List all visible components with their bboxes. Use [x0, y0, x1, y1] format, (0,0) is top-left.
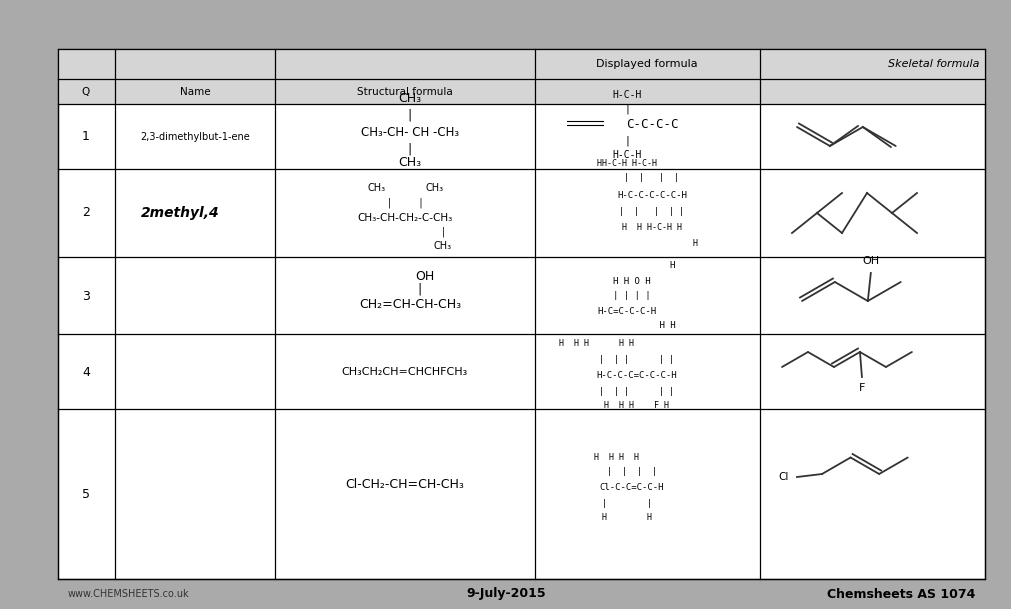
Text: CH₃CH₂CH=CHCHFCH₃: CH₃CH₂CH=CHCHFCH₃: [342, 367, 468, 377]
Text: |  |   |  |: | | | |: [624, 174, 678, 183]
Text: |        |: | |: [602, 499, 651, 507]
Text: H-C-C-C-C-C-H: H-C-C-C-C-C-H: [617, 191, 686, 200]
Text: H: H: [692, 239, 697, 247]
Text: Name: Name: [180, 87, 210, 97]
Text: Cl-C-C=C-C-H: Cl-C-C=C-C-H: [600, 482, 663, 491]
Text: |: |: [407, 143, 411, 155]
Text: OH: OH: [861, 256, 879, 266]
Text: CH₃: CH₃: [434, 241, 452, 251]
Text: CH₃: CH₃: [426, 183, 444, 193]
Text: Chemsheets AS 1074: Chemsheets AS 1074: [826, 588, 974, 600]
Text: H  H H  H: H H H H: [593, 452, 639, 462]
Text: 2,3-dimethylbut-1-ene: 2,3-dimethylbut-1-ene: [140, 132, 250, 142]
Text: |  |   |  | |: | | | | |: [619, 206, 683, 216]
Text: |: |: [624, 104, 629, 114]
Text: 2methyl,4: 2methyl,4: [141, 206, 219, 220]
Text: HH-C-H H-C-H: HH-C-H H-C-H: [596, 158, 656, 167]
Text: C-C-C-C: C-C-C-C: [625, 119, 677, 132]
Text: OH: OH: [415, 270, 434, 283]
Text: H        H: H H: [602, 513, 651, 521]
Text: Structural formula: Structural formula: [357, 87, 453, 97]
Text: |: |: [441, 227, 444, 238]
Text: CH₃-CH-CH₂-C-CH₃: CH₃-CH-CH₂-C-CH₃: [357, 213, 452, 223]
Text: H H: H H: [638, 322, 675, 331]
Text: Cl: Cl: [778, 472, 789, 482]
Text: Skeletal formula: Skeletal formula: [888, 59, 979, 69]
Text: 2: 2: [82, 206, 90, 219]
FancyBboxPatch shape: [58, 49, 984, 104]
Text: Q: Q: [82, 87, 90, 97]
Text: www.CHEMSHEETS.co.uk: www.CHEMSHEETS.co.uk: [68, 589, 189, 599]
Text: CH₃: CH₃: [398, 93, 422, 105]
Text: H-C=C-C-C-H: H-C=C-C-C-H: [596, 306, 656, 315]
Text: |: |: [407, 108, 411, 122]
Text: CH₃: CH₃: [368, 183, 385, 193]
FancyBboxPatch shape: [58, 49, 984, 579]
Text: Displayed formula: Displayed formula: [595, 59, 698, 69]
Text: |: |: [624, 136, 629, 146]
Text: | | | |: | | | |: [613, 292, 650, 300]
Text: 3: 3: [82, 289, 90, 303]
Text: H  H H-C-H H: H H H-C-H H: [622, 222, 681, 231]
Text: H  H H      H H: H H H H H: [559, 339, 634, 348]
Text: 1: 1: [82, 130, 90, 144]
Text: CH₃: CH₃: [398, 157, 422, 169]
Text: |         |: | |: [387, 198, 422, 208]
Text: F: F: [858, 383, 864, 393]
Text: |  |  |  |: | | | |: [607, 466, 656, 476]
Text: 5: 5: [82, 487, 90, 501]
Text: 4: 4: [82, 365, 90, 379]
Text: H-C-C-C=C-C-C-H: H-C-C-C=C-C-C-H: [596, 371, 676, 381]
Text: H  H H    F H: H H H F H: [604, 401, 669, 410]
Text: 9-July-2015: 9-July-2015: [466, 588, 545, 600]
Text: |  | |      | |: | | | | |: [599, 356, 674, 365]
Text: CH₃-CH- CH -CH₃: CH₃-CH- CH -CH₃: [361, 125, 459, 138]
Text: |: |: [418, 283, 422, 295]
Text: CH₂=CH-CH-CH₃: CH₂=CH-CH-CH₃: [359, 298, 461, 311]
Text: |  | |      | |: | | | | |: [599, 387, 674, 395]
Text: H: H: [668, 261, 674, 270]
Text: Cl-CH₂-CH=CH-CH₃: Cl-CH₂-CH=CH-CH₃: [345, 477, 464, 490]
Text: H H O H: H H O H: [613, 276, 650, 286]
Text: H-C-H: H-C-H: [612, 150, 641, 160]
Text: H-C-H: H-C-H: [612, 90, 641, 100]
